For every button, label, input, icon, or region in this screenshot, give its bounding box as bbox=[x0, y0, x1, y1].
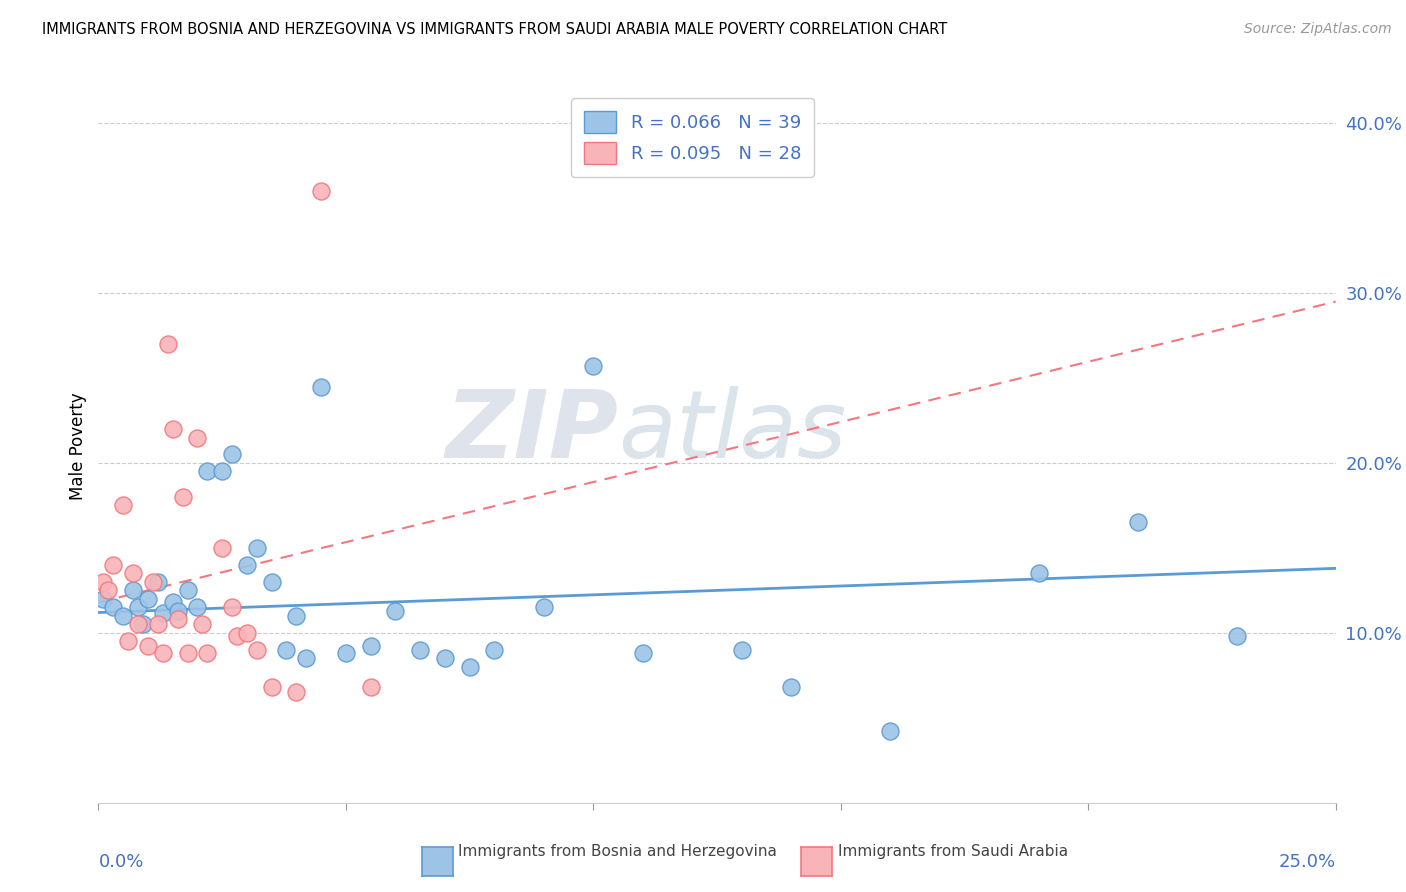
Point bbox=[136, 591, 159, 606]
Point bbox=[142, 574, 165, 589]
Point bbox=[309, 184, 332, 198]
Point bbox=[631, 646, 654, 660]
Point bbox=[360, 680, 382, 694]
Point bbox=[103, 558, 125, 572]
Point bbox=[93, 591, 115, 606]
Point bbox=[191, 617, 214, 632]
Point bbox=[335, 646, 357, 660]
Point bbox=[221, 448, 243, 462]
Point bbox=[162, 422, 184, 436]
Point bbox=[285, 608, 308, 623]
Point bbox=[360, 640, 382, 654]
Point bbox=[236, 626, 259, 640]
Text: Source: ZipAtlas.com: Source: ZipAtlas.com bbox=[1244, 22, 1392, 37]
Point bbox=[162, 595, 184, 609]
Point bbox=[246, 643, 269, 657]
Point bbox=[484, 643, 506, 657]
Point bbox=[731, 643, 754, 657]
Point bbox=[533, 600, 555, 615]
Point bbox=[152, 606, 174, 620]
Point bbox=[195, 465, 218, 479]
Point bbox=[146, 574, 169, 589]
Legend: R = 0.066   N = 39, R = 0.095   N = 28: R = 0.066 N = 39, R = 0.095 N = 28 bbox=[571, 98, 814, 177]
Point bbox=[166, 612, 188, 626]
Point bbox=[879, 724, 901, 739]
Point bbox=[384, 604, 406, 618]
Point bbox=[582, 359, 605, 373]
Point bbox=[122, 583, 145, 598]
Point bbox=[176, 583, 198, 598]
Point bbox=[458, 660, 481, 674]
Text: 0.0%: 0.0% bbox=[98, 853, 143, 871]
Point bbox=[122, 566, 145, 581]
Point bbox=[285, 685, 308, 699]
Point bbox=[166, 604, 188, 618]
Text: Immigrants from Bosnia and Herzegovina: Immigrants from Bosnia and Herzegovina bbox=[458, 845, 778, 859]
Text: ZIP: ZIP bbox=[446, 385, 619, 478]
Y-axis label: Male Poverty: Male Poverty bbox=[69, 392, 87, 500]
Point bbox=[246, 541, 269, 555]
Text: Immigrants from Saudi Arabia: Immigrants from Saudi Arabia bbox=[838, 845, 1069, 859]
Point bbox=[260, 680, 283, 694]
Point bbox=[112, 499, 135, 513]
Point bbox=[211, 465, 233, 479]
Point bbox=[146, 617, 169, 632]
Point bbox=[97, 583, 120, 598]
Point bbox=[780, 680, 803, 694]
Point bbox=[433, 651, 456, 665]
Point bbox=[103, 600, 125, 615]
Point bbox=[93, 574, 115, 589]
Point bbox=[186, 430, 208, 444]
Point bbox=[136, 640, 159, 654]
Point bbox=[211, 541, 233, 555]
Point bbox=[127, 600, 149, 615]
Point bbox=[176, 646, 198, 660]
Point bbox=[132, 617, 155, 632]
Point bbox=[409, 643, 432, 657]
Point bbox=[117, 634, 139, 648]
Point bbox=[186, 600, 208, 615]
Point bbox=[1028, 566, 1050, 581]
Point bbox=[276, 643, 298, 657]
Point bbox=[152, 646, 174, 660]
Text: IMMIGRANTS FROM BOSNIA AND HERZEGOVINA VS IMMIGRANTS FROM SAUDI ARABIA MALE POVE: IMMIGRANTS FROM BOSNIA AND HERZEGOVINA V… bbox=[42, 22, 948, 37]
Point bbox=[295, 651, 318, 665]
Point bbox=[156, 337, 179, 351]
Point bbox=[1126, 516, 1149, 530]
Text: 25.0%: 25.0% bbox=[1278, 853, 1336, 871]
Point bbox=[1226, 629, 1249, 643]
Point bbox=[236, 558, 259, 572]
Point bbox=[260, 574, 283, 589]
Point bbox=[309, 379, 332, 393]
Point bbox=[226, 629, 249, 643]
Point bbox=[127, 617, 149, 632]
Point bbox=[112, 608, 135, 623]
Point bbox=[221, 600, 243, 615]
Point bbox=[195, 646, 218, 660]
Point bbox=[172, 490, 194, 504]
Text: atlas: atlas bbox=[619, 386, 846, 477]
